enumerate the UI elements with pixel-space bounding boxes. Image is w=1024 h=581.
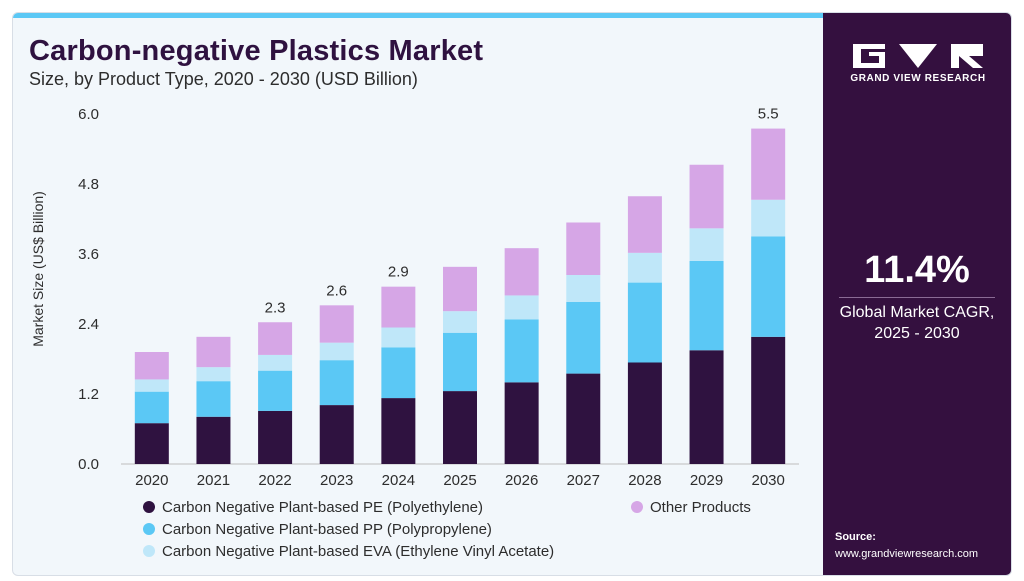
- legend-swatch-eva: [143, 545, 155, 557]
- top-accent-bar: [13, 13, 823, 18]
- bar-segment-eva: [504, 295, 539, 320]
- bar-segment-pe: [258, 410, 293, 464]
- bar-segment-other: [134, 352, 169, 380]
- bar-segment-eva: [258, 354, 293, 371]
- chart-subtitle: Size, by Product Type, 2020 - 2030 (USD …: [29, 69, 418, 89]
- x-tick-label: 2028: [628, 472, 661, 489]
- bar-segment-pp: [443, 332, 477, 392]
- x-tick-label: 2025: [443, 472, 476, 489]
- bar-segment-other: [319, 305, 354, 343]
- bar-segment-pe: [566, 373, 601, 464]
- bar-segment-other: [381, 286, 416, 328]
- stacked-bar-chart: 0.0 1.2 2.4 3.6 4.8 6.0 Market Size (US$ Billi…: [30, 106, 799, 489]
- x-tick-label: 2023: [320, 472, 353, 489]
- gvr-logo-icon: [853, 44, 983, 68]
- legend-swatch-other: [631, 501, 643, 513]
- bar-segment-other: [258, 322, 293, 355]
- bar-segment-pe: [134, 423, 169, 464]
- y-axis-label: Market Size (US$ Billion): [30, 191, 46, 347]
- bar-segment-pe: [504, 382, 539, 464]
- x-tick-label: 2026: [505, 472, 538, 489]
- source-label: Source:: [835, 531, 876, 543]
- bar-segment-pe: [689, 350, 724, 464]
- bar-segment-pe: [443, 391, 477, 464]
- cagr-value: 11.4%: [864, 249, 970, 291]
- legend-item-pp: Carbon Negative Plant-based PP (Polyprop…: [143, 521, 492, 538]
- legend-item-pe: Carbon Negative Plant-based PE (Polyethy…: [143, 499, 483, 516]
- bar-segment-other: [566, 222, 601, 275]
- y-tick-label: 3.6: [78, 246, 99, 263]
- bar-segment-pe: [196, 416, 231, 464]
- x-tick-label: 2021: [197, 472, 230, 489]
- cagr-label-line2: 2025 - 2030: [874, 325, 960, 342]
- bar-segment-eva: [319, 342, 354, 361]
- y-tick-label: 4.8: [78, 176, 99, 193]
- bar-segment-other: [504, 248, 539, 296]
- bar-segment-pe: [381, 398, 416, 464]
- x-tick-label: 2029: [690, 472, 723, 489]
- legend-label-eva: Carbon Negative Plant-based EVA (Ethylen…: [162, 543, 555, 560]
- bar-segment-other: [627, 196, 662, 253]
- y-tick-label: 2.4: [78, 316, 99, 333]
- bar-total-label: 2.9: [388, 264, 409, 281]
- y-tick-label: 1.2: [78, 386, 99, 403]
- legend-swatch-pp: [143, 523, 155, 535]
- cagr-label: Global Market CAGR, 2025 - 2030: [823, 302, 1011, 344]
- bar-segment-other: [196, 336, 231, 368]
- x-tick-label: 2024: [382, 472, 415, 489]
- legend-item-eva: Carbon Negative Plant-based EVA (Ethylen…: [143, 543, 554, 560]
- y-tick-label: 0.0: [78, 456, 99, 473]
- x-tick-label: 2030: [751, 472, 784, 489]
- y-tick-label: 6.0: [78, 106, 99, 123]
- bar-total-label: 2.3: [265, 299, 286, 316]
- bar-segment-pp: [504, 319, 539, 383]
- bar-segment-pp: [627, 282, 662, 363]
- bar-segment-pe: [751, 336, 786, 464]
- cagr-label-line1: Global Market CAGR,: [839, 304, 995, 321]
- bar-segment-eva: [443, 311, 477, 333]
- bar-segment-pp: [258, 370, 293, 411]
- side-panel: GRAND VIEW RESEARCH 11.4% Global Market …: [823, 13, 1011, 575]
- bar-segment-eva: [689, 228, 724, 261]
- bar-segment-eva: [134, 379, 169, 392]
- bar-segment-eva: [381, 327, 416, 348]
- bar-segment-pp: [319, 360, 354, 406]
- legend-item-other: Other Products: [631, 499, 751, 516]
- legend-swatch-pe: [143, 501, 155, 513]
- legend-label-pe: Carbon Negative Plant-based PE (Polyethy…: [162, 499, 484, 516]
- chart-title: Carbon-negative Plastics Market: [29, 35, 484, 67]
- bar-segment-pp: [566, 301, 601, 374]
- bar-segment-other: [443, 266, 477, 312]
- bar-segment-pp: [134, 391, 169, 424]
- bar-segment-eva: [566, 275, 601, 302]
- cagr-divider: [839, 297, 995, 298]
- grand-view-research-logo: GRAND VIEW RESEARCH: [847, 41, 989, 84]
- bar-segment-pe: [627, 362, 662, 464]
- bar-segment-pp: [196, 381, 231, 417]
- legend-label-other: Other Products: [650, 499, 751, 516]
- bar-segment-pp: [751, 236, 786, 337]
- bar-segment-pp: [381, 347, 416, 399]
- bar-total-label: 2.6: [326, 282, 347, 299]
- bar-segment-pp: [689, 261, 724, 351]
- brand-name: GRAND VIEW RESEARCH: [850, 73, 986, 84]
- x-tick-label: 2020: [135, 472, 168, 489]
- legend-label-pp: Carbon Negative Plant-based PP (Polyprop…: [162, 521, 492, 538]
- x-tick-label: 2022: [258, 472, 291, 489]
- bar-segment-eva: [627, 252, 662, 283]
- bar-segment-other: [689, 164, 724, 229]
- bar-segment-eva: [751, 199, 786, 237]
- chart-card: Carbon-negative Plastics Market Size, by…: [12, 12, 1012, 576]
- bar-total-label: 5.5: [758, 106, 779, 123]
- bar-segment-pe: [319, 405, 354, 464]
- source-url: www.grandviewresearch.com: [835, 548, 979, 560]
- x-tick-label: 2027: [567, 472, 600, 489]
- bar-segment-eva: [196, 367, 231, 382]
- bar-segment-other: [751, 128, 786, 200]
